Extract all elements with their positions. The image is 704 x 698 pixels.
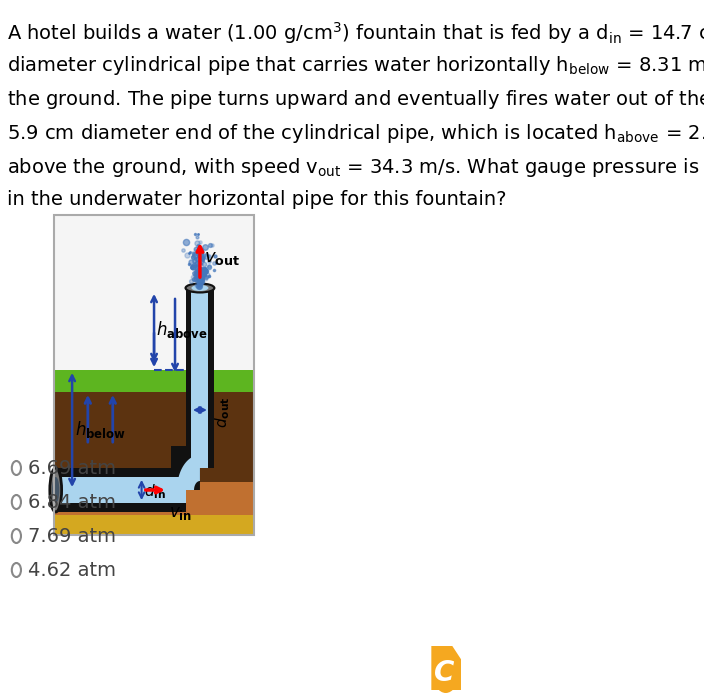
Text: the ground. The pipe turns upward and eventually fires water out of the d$_\math: the ground. The pipe turns upward and ev… xyxy=(6,88,704,111)
Text: 6.84 atm: 6.84 atm xyxy=(27,493,115,512)
Polygon shape xyxy=(171,446,200,490)
Bar xyxy=(54,215,254,370)
Bar xyxy=(54,477,186,503)
Bar xyxy=(54,482,254,515)
Text: $\mathit{d}_\mathregular{out}$: $\mathit{d}_\mathregular{out}$ xyxy=(213,396,232,428)
Ellipse shape xyxy=(50,468,62,512)
Bar xyxy=(177,468,180,490)
Ellipse shape xyxy=(186,283,214,292)
Text: $\mathit{h}_\mathregular{above}$: $\mathit{h}_\mathregular{above}$ xyxy=(156,318,208,339)
Text: $\mathit{v}_\mathregular{in}$: $\mathit{v}_\mathregular{in}$ xyxy=(169,504,192,522)
Bar xyxy=(54,370,254,392)
Bar xyxy=(54,468,186,512)
Ellipse shape xyxy=(191,285,208,291)
Bar xyxy=(54,392,254,482)
Text: in the underwater horizontal pipe for this fountain?: in the underwater horizontal pipe for th… xyxy=(6,190,506,209)
Circle shape xyxy=(433,653,459,693)
Polygon shape xyxy=(432,646,462,690)
Text: C: C xyxy=(434,659,455,687)
Text: A hotel builds a water (1.00 g/cm$^3$) fountain that is fed by a d$_\mathregular: A hotel builds a water (1.00 g/cm$^3$) f… xyxy=(6,20,704,46)
Text: above the ground, with speed v$_\mathregular{out}$ = 34.3 m/s. What gauge pressu: above the ground, with speed v$_\mathreg… xyxy=(6,156,704,179)
Text: $\mathit{h}_\mathregular{below}$: $\mathit{h}_\mathregular{below}$ xyxy=(75,419,126,440)
Text: $\mathit{v}_\mathregular{out}$: $\mathit{v}_\mathregular{out}$ xyxy=(204,249,240,267)
Text: 4.62 atm: 4.62 atm xyxy=(27,560,115,579)
Polygon shape xyxy=(177,455,200,490)
Bar xyxy=(186,288,214,468)
Text: 5.9 cm diameter end of the cylindrical pipe, which is located h$_\mathregular{ab: 5.9 cm diameter end of the cylindrical p… xyxy=(6,122,704,145)
Text: 6.69 atm: 6.69 atm xyxy=(27,459,115,477)
Bar xyxy=(191,288,208,468)
Bar xyxy=(171,446,186,490)
Text: diameter cylindrical pipe that carries water horizontally h$_\mathregular{below}: diameter cylindrical pipe that carries w… xyxy=(6,54,704,77)
Text: $\mathit{d}_\mathregular{in}$: $\mathit{d}_\mathregular{in}$ xyxy=(144,482,165,501)
Bar xyxy=(54,515,254,535)
Text: 7.69 atm: 7.69 atm xyxy=(27,526,115,546)
Bar xyxy=(54,215,254,535)
Ellipse shape xyxy=(52,477,59,503)
